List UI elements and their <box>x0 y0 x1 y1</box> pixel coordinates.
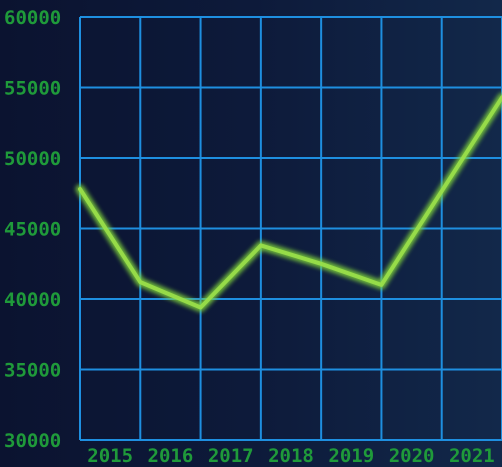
y-tick-label: 35000 <box>4 360 61 382</box>
y-tick-label: 50000 <box>4 148 61 170</box>
y-tick-label: 40000 <box>4 289 61 311</box>
x-tick-label: 2016 <box>148 445 194 467</box>
y-tick-label: 30000 <box>4 430 61 452</box>
series-line <box>78 95 502 310</box>
grid <box>79 16 502 441</box>
x-tick-label: 2015 <box>87 445 133 467</box>
y-tick-label: 60000 <box>4 7 61 29</box>
x-axis-ticks: 2015 2016 2017 2018 2019 2020 2021 <box>87 445 494 467</box>
series-line-group <box>75 92 502 312</box>
x-tick-label: 2019 <box>328 445 374 467</box>
y-tick-label: 55000 <box>4 78 61 100</box>
x-tick-label: 2018 <box>268 445 314 467</box>
y-axis-ticks: 30000 35000 40000 45000 50000 55000 60000 <box>4 7 61 452</box>
x-tick-label: 2020 <box>389 445 435 467</box>
x-tick-label: 2021 <box>449 445 495 467</box>
x-tick-label: 2017 <box>208 445 254 467</box>
y-tick-label: 45000 <box>4 219 61 241</box>
series-line-glow <box>75 92 502 312</box>
